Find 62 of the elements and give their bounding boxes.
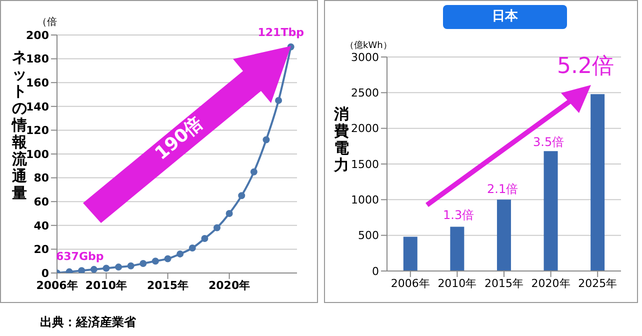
x-tick-label: 2025年 — [578, 276, 618, 290]
point — [275, 96, 282, 104]
point — [164, 255, 172, 262]
y-tick-label: 160 — [26, 76, 50, 90]
bar — [544, 151, 558, 271]
y-tick-label: 3000 — [351, 50, 379, 64]
point — [127, 262, 134, 270]
annotation: 637Gbp — [56, 250, 104, 263]
y-axis-title: 消費電力 — [333, 105, 350, 174]
x-tick-label: 2006年 — [390, 276, 430, 290]
y-tick-label: 80 — [34, 172, 50, 185]
point — [250, 168, 258, 176]
point — [152, 258, 159, 265]
y-tick-label: 1500 — [351, 158, 379, 171]
y-tick-label: 2000 — [351, 122, 379, 136]
x-tick-label: 2010年 — [85, 278, 128, 292]
y-tick-label: 120 — [26, 124, 50, 138]
y-tick-label: 500 — [358, 229, 379, 242]
point — [102, 264, 110, 272]
text: （倍 — [37, 16, 57, 29]
x-tick-label: 2006年 — [36, 278, 78, 292]
y-tick-label: 140 — [26, 100, 50, 114]
bar — [403, 236, 418, 271]
y-tick-label: 60 — [34, 196, 50, 209]
annotation: 190倍 — [150, 111, 208, 166]
point — [188, 244, 196, 252]
y-tick-label: 0 — [372, 264, 379, 278]
annotation: 2.1倍 — [487, 181, 518, 198]
annotation: 3.5倍 — [533, 134, 564, 151]
point — [262, 136, 270, 144]
annotation: 121Tbp — [258, 26, 304, 39]
y-tick-label: 200 — [26, 28, 50, 42]
point — [238, 192, 246, 200]
y-tick-label: 20 — [34, 243, 50, 256]
source-note: 出典：経済産業省 — [40, 314, 136, 331]
y-tick-label: 40 — [34, 219, 50, 232]
text: （億kWh） — [345, 40, 392, 52]
x-tick-label: 2020年 — [531, 276, 570, 290]
x-tick-label: 2020年 — [208, 278, 250, 292]
y-tick-label: 100 — [26, 148, 50, 161]
point — [115, 264, 122, 271]
point — [78, 267, 86, 273]
bar — [590, 94, 605, 271]
y-tick-label: 2500 — [351, 86, 379, 100]
point — [90, 266, 98, 273]
y-tick-label: 1000 — [351, 194, 379, 207]
point — [140, 260, 147, 267]
bar — [450, 226, 464, 271]
point — [201, 234, 208, 242]
x-tick-label: 2015年 — [484, 276, 524, 290]
x-tick-label: 2010年 — [438, 276, 477, 290]
x-tick-label: 2015年 — [146, 278, 189, 292]
y-tick-label: 180 — [26, 52, 50, 66]
point — [214, 224, 220, 232]
text: ネットの情報流通量 — [12, 48, 27, 202]
annotation: 1.3倍 — [443, 207, 474, 224]
chart-title: 日本 — [443, 5, 567, 29]
annotation: 5.2倍 — [557, 53, 614, 81]
point — [226, 210, 233, 217]
point — [176, 250, 184, 258]
y-tick-label: 0 — [41, 266, 50, 280]
bar — [496, 200, 511, 271]
